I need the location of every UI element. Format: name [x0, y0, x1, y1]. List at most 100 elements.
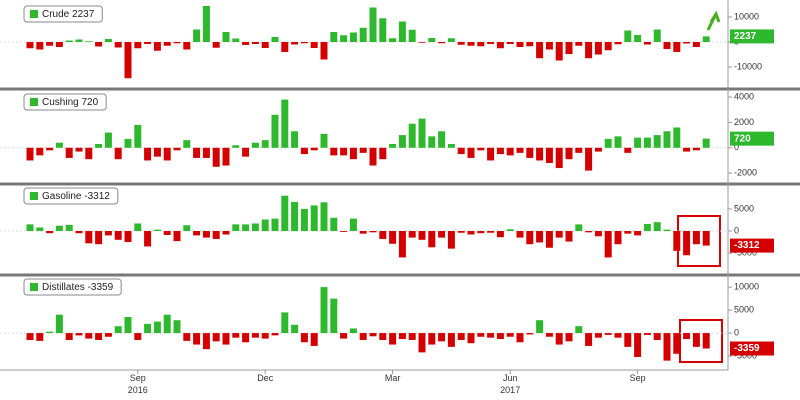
bar [467, 230, 475, 235]
bar [643, 333, 651, 335]
bar [683, 333, 691, 340]
value-tag-label: -3359 [734, 343, 760, 354]
bar [36, 147, 44, 156]
bar [692, 42, 700, 47]
bar [673, 333, 681, 354]
bar [153, 229, 161, 231]
bar [585, 42, 593, 59]
bar [447, 143, 455, 148]
bar [163, 314, 171, 334]
bar [447, 230, 455, 249]
bar [95, 230, 103, 245]
bar [193, 147, 201, 158]
bar [271, 218, 279, 231]
bar [447, 333, 455, 347]
bar [624, 230, 632, 234]
bar [438, 230, 446, 238]
bar [545, 230, 553, 248]
bar [222, 333, 230, 345]
bar [349, 32, 357, 42]
bar [183, 333, 191, 341]
bar [349, 218, 357, 231]
bar [212, 147, 220, 167]
bar [232, 38, 240, 42]
bar [575, 224, 583, 231]
bar [202, 6, 210, 42]
bar [55, 142, 63, 148]
bar [261, 333, 269, 339]
bar [46, 331, 54, 334]
legend-label: Distillates -3359 [42, 282, 114, 293]
bar [153, 321, 161, 334]
bar [575, 147, 583, 153]
bar [467, 147, 475, 158]
bar [330, 217, 338, 231]
bar [340, 147, 348, 156]
bar [242, 42, 250, 45]
bar [663, 42, 671, 49]
bar [281, 99, 289, 148]
bar [202, 230, 210, 238]
bar [340, 333, 348, 339]
bar [379, 230, 387, 239]
bar [75, 147, 83, 152]
y-tick-label: 10000 [734, 11, 759, 21]
legend-swatch [30, 10, 38, 18]
x-tick-label: Dec [257, 373, 274, 383]
bar [330, 298, 338, 334]
y-tick-label: -2000 [734, 168, 757, 178]
bar [634, 333, 642, 357]
bar [144, 230, 152, 247]
bar [291, 42, 299, 45]
bar [291, 324, 299, 334]
bar [104, 230, 112, 236]
bar [85, 147, 93, 160]
bar [310, 147, 318, 151]
bar [251, 333, 259, 338]
legend-swatch [30, 283, 38, 291]
y-tick-label: 10000 [734, 281, 759, 291]
bar [310, 42, 318, 48]
bar [496, 42, 504, 49]
bar [26, 42, 34, 49]
bar [506, 333, 514, 337]
bar [418, 118, 426, 148]
bar [134, 124, 142, 148]
legend: Crude 2237 [23, 5, 103, 23]
legend-label: Gasoline -3312 [42, 191, 110, 202]
y-tick-label: 4000 [734, 91, 754, 101]
bar [26, 224, 34, 231]
value-tag [730, 29, 774, 44]
bar [173, 230, 181, 242]
bar [144, 42, 152, 44]
bar [104, 333, 112, 337]
bar [516, 333, 524, 343]
bar [271, 114, 279, 148]
bar [95, 42, 103, 47]
bar [536, 147, 544, 161]
bar [526, 230, 534, 245]
bar [75, 39, 83, 42]
y-tick-label: 2000 [734, 117, 754, 127]
bar [418, 42, 426, 43]
bar [526, 42, 534, 47]
bar [114, 147, 122, 160]
bar [516, 230, 524, 238]
bar [173, 320, 181, 334]
y-tick-label: 5000 [734, 304, 754, 314]
bar [545, 42, 553, 50]
bar [702, 230, 710, 246]
bar [281, 312, 289, 334]
bar [359, 27, 367, 42]
bar [232, 224, 240, 231]
bar [643, 42, 651, 45]
bar [320, 42, 328, 60]
bar [506, 42, 514, 44]
bar [594, 42, 602, 55]
bar [144, 323, 152, 334]
bar [683, 147, 691, 152]
bar [281, 42, 289, 52]
bar [477, 333, 485, 337]
bar [585, 333, 593, 346]
